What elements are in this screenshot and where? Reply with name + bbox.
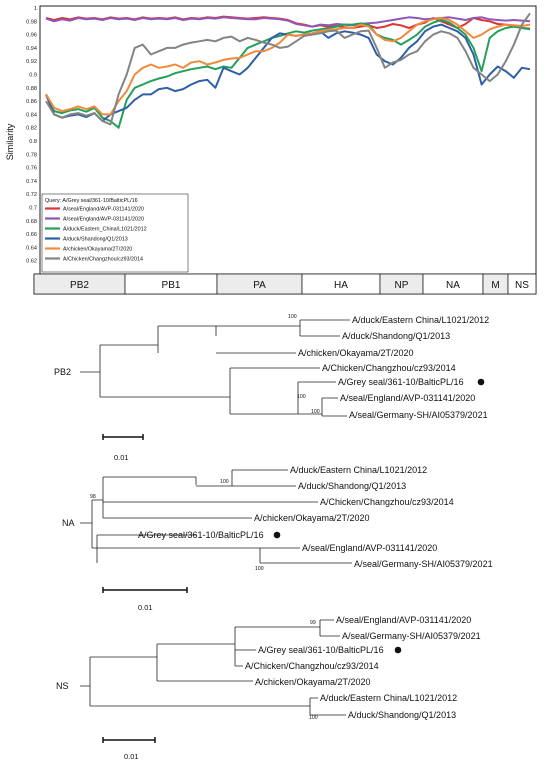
tree-pb2-leaf-f: A/seal/England/AVP-031141/2020: [340, 393, 475, 403]
y-tick-label: 0.64: [26, 245, 37, 251]
segment-label: PB1: [162, 280, 181, 291]
bootstrap-value: 99: [310, 620, 316, 626]
y-tick-label: 0.8: [29, 139, 37, 145]
tree-na: NA A/duck/Eastern China/L1021/2012 A/duc…: [62, 465, 493, 612]
tree-pb2-leaf-b: A/duck/Shandong/Q1/2013: [342, 331, 450, 341]
tree-pb2-scale-label: 0.01: [114, 453, 129, 462]
y-tick-label: 1: [34, 6, 37, 12]
y-tick-label: 0.74: [26, 179, 37, 185]
y-tick-label: 0.76: [26, 166, 37, 172]
segment-label: M: [491, 280, 499, 291]
y-tick-labels: 1 0.98 0.96 0.94 0.92 0.9 0.88 0.86 0.84 0.82 0.8 0…: [26, 6, 37, 265]
tree-pb2-leaf-d: A/Chicken/Changzhou/cz93/2014: [322, 363, 456, 373]
tree-ns-scale-label: 0.01: [124, 752, 139, 761]
bootstrap-value: 100: [288, 314, 297, 320]
tree-pb2: PB2 A/duck/Eastern China/L1021/2012 A/du…: [54, 314, 489, 462]
tree-pb2-leaf-g: A/seal/Germany-SH/AI05379/2021: [349, 410, 488, 420]
tree-pb2-branches: [80, 319, 350, 417]
query-marker-icon: [273, 531, 281, 539]
tree-na-leaf-a: A/duck/Eastern China/L1021/2012: [290, 465, 427, 475]
tree-ns-leaf-e: A/chicken/Okayama/2T/2020: [255, 677, 371, 687]
tree-pb2-leaf-c: A/chicken/Okayama/2T/2020: [298, 348, 414, 358]
tree-na-leaf-d: A/chicken/Okayama/2T/2020: [254, 513, 370, 523]
tree-ns-scale-bar: [102, 737, 156, 743]
legend-label: A/Chicken/Changzhou/cz93/2014: [63, 257, 143, 263]
legend-items: A/seal/England/AVP-031141/2020 A/seal/Eng…: [45, 207, 147, 263]
tree-ns: NS A/seal/England/AVP-031141/2020 A/seal…: [56, 615, 481, 761]
y-tick-label: 0.88: [26, 86, 37, 92]
tree-pb2-scale-bar: [102, 434, 144, 440]
segment-label: PA: [253, 280, 266, 291]
tree-ns-branches: [80, 619, 346, 716]
y-tick-label: 0.96: [26, 33, 37, 39]
tree-ns-leaf-b: A/seal/Germany-SH/AI05379/2021: [342, 631, 481, 641]
tree-na-leaf-g: A/seal/Germany-SH/AI05379/2021: [354, 559, 493, 569]
legend-label: A/chicken/Okayama/2T/2020: [63, 247, 132, 253]
tree-ns-leaf-g: A/duck/Shandong/Q1/2013: [348, 710, 456, 720]
tree-na-leaf-f: A/seal/England/AVP-031141/2020: [302, 543, 437, 553]
similarity-plot: Similarity 1 0.98 0.96 0.94 0.92 0.9 0.88 0.86 0…: [5, 5, 537, 275]
segment-label: NA: [446, 280, 460, 291]
segment-label: HA: [334, 280, 348, 291]
segment-label: NP: [395, 280, 409, 291]
legend-label: A/duck/Eastern_China/L1021/2012: [63, 227, 147, 233]
legend: Query: A/Grey seal/361-10/BalticPL/16 A/…: [41, 193, 189, 273]
tree-na-label: NA: [62, 518, 75, 528]
tree-na-leaf-c: A/Chicken/Changzhou/cz93/2014: [320, 497, 454, 507]
tree-ns-leaf-f: A/duck/Eastern China/L1021/2012: [320, 693, 457, 703]
tree-na-leaf-e: A/Grey seal/361-10/BalticPL/16: [138, 530, 264, 540]
y-tick-label: 0.86: [26, 99, 37, 105]
tree-na-scale-label: 0.01: [138, 603, 153, 612]
tree-pb2-label: PB2: [54, 367, 71, 377]
legend-label: A/duck/Shandong/Q1/2013: [63, 237, 128, 243]
tree-ns-leaf-a: A/seal/England/AVP-031141/2020: [336, 615, 471, 625]
y-tick-label: 0.62: [26, 259, 37, 265]
y-tick-label: 0.66: [26, 232, 37, 238]
query-marker-icon: [477, 378, 485, 386]
y-tick-label: 0.78: [26, 152, 37, 158]
y-axis-label: Similarity: [5, 123, 15, 160]
y-tick-label: 0.92: [26, 59, 37, 65]
segment-bar: PB2 PB1 PA HA NP NA M NS: [33, 273, 537, 295]
y-tick-label: 0.84: [26, 112, 37, 118]
query-marker-icon: [394, 646, 402, 654]
tree-ns-leaf-d: A/Chicken/Changzhou/cz93/2014: [245, 661, 379, 671]
series-line-5: [45, 17, 531, 116]
y-tick-label: 0.72: [26, 192, 37, 198]
legend-title: Query: A/Grey seal/361-10/BalticPL/16: [45, 198, 138, 204]
y-tick-label: 0.94: [26, 46, 37, 52]
segment-cell: [507, 273, 537, 295]
series-line-3: [45, 19, 531, 129]
y-tick-label: 0.82: [26, 126, 37, 132]
tree-na-scale-bar: [102, 587, 188, 593]
bootstrap-value: 100: [309, 715, 318, 721]
tree-na-branches: [80, 469, 352, 564]
legend-label: A/seal/England/AVP-031141/2020: [63, 207, 144, 213]
y-tick-label: 0.7: [29, 206, 37, 212]
legend-box: [41, 193, 189, 273]
tree-ns-label: NS: [56, 681, 69, 691]
bootstrap-value: 100: [220, 479, 229, 485]
legend-label: A/seal/England/AVP-031141/2020: [63, 217, 144, 223]
segment-label: PB2: [70, 280, 89, 291]
bootstrap-value: 100: [255, 566, 264, 572]
series-line-6: [45, 12, 531, 126]
bootstrap-value: 100: [297, 394, 306, 400]
tree-ns-leaf-c: A/Grey seal/361-10/BalticPL/16: [258, 645, 384, 655]
tree-pb2-leaf-a: A/duck/Eastern China/L1021/2012: [352, 315, 489, 325]
y-tick-label: 0.98: [26, 19, 37, 25]
bootstrap-value: 100: [311, 409, 320, 415]
bootstrap-value: 98: [90, 494, 96, 500]
series-line-2: [45, 16, 531, 28]
y-tick-label: 0.9: [29, 73, 37, 79]
y-tick-label: 0.68: [26, 219, 37, 225]
segment-label: NS: [515, 280, 529, 291]
tree-pb2-leaf-e: A/Grey seal/361-10/BalticPL/16: [338, 377, 464, 387]
series-lines: [45, 12, 531, 129]
tree-na-leaf-b: A/duck/Shandong/Q1/2013: [298, 481, 406, 491]
